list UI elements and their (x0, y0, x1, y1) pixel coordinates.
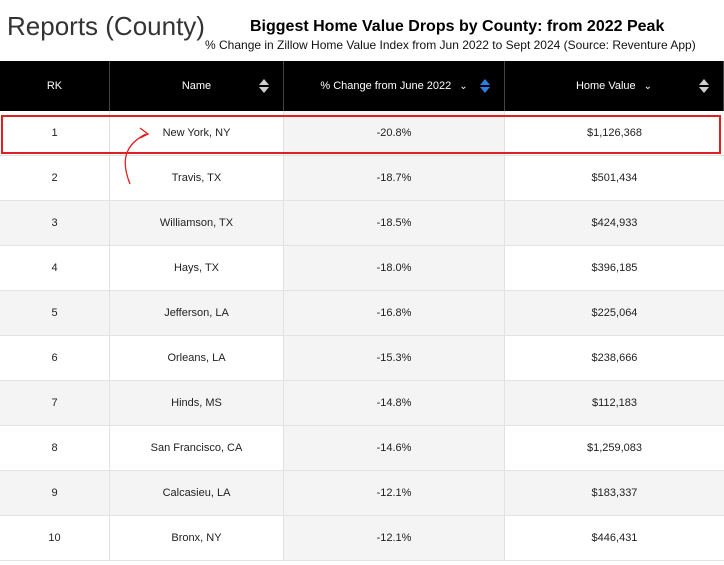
column-header-change[interactable]: % Change from June 2022 ⌄ (284, 61, 505, 111)
page-title: Reports (County) (7, 11, 205, 41)
change-cell: -16.8% (284, 291, 505, 335)
county-table: RK Name % Change from June 2022 ⌄ Home V… (0, 61, 724, 561)
column-header-rank[interactable]: RK (0, 61, 110, 111)
home-value-cell: $225,064 (591, 307, 638, 319)
home-value-cell: $424,933 (591, 217, 638, 229)
rank-cell: 7 (0, 381, 110, 425)
name-cell: Calcasieu, LA (110, 471, 284, 515)
column-header-home-value[interactable]: Home Value ⌄ (505, 61, 724, 111)
hand-drawn-arrow-icon (124, 127, 150, 185)
table-row[interactable]: 4 Hays, TX -18.0% $396,185 (0, 246, 724, 291)
table-row[interactable]: 7 Hinds, MS -14.8% $112,183 (0, 381, 724, 426)
table-row[interactable]: 3 Williamson, TX -18.5% $424,933 (0, 201, 724, 246)
table-row[interactable]: 5 Jefferson, LA -16.8% $225,064 (0, 291, 724, 336)
name-cell: Hinds, MS (110, 381, 284, 425)
column-header-name[interactable]: Name (110, 61, 284, 111)
column-header-label: Home Value (575, 80, 636, 92)
rank-cell: 3 (0, 201, 110, 245)
home-value-cell: $183,337 (591, 487, 638, 499)
chevron-down-icon[interactable]: ⌄ (459, 80, 468, 92)
table-header: RK Name % Change from June 2022 ⌄ Home V… (0, 61, 724, 111)
home-value-cell: $238,666 (591, 352, 638, 364)
change-cell: -12.1% (284, 471, 505, 515)
change-cell: -20.8% (284, 111, 505, 155)
home-value-cell: $501,434 (591, 172, 638, 184)
change-cell: -18.0% (284, 246, 505, 290)
name-cell: Bronx, NY (110, 516, 284, 560)
name-cell: Jefferson, LA (110, 291, 284, 335)
rank-cell: 6 (0, 336, 110, 380)
report-title: Biggest Home Value Drops by County: from… (250, 18, 665, 35)
name-cell: Orleans, LA (110, 336, 284, 380)
sort-icon[interactable] (259, 78, 269, 94)
table-row[interactable]: 10 Bronx, NY -12.1% $446,431 (0, 516, 724, 561)
report-subtitle: % Change in Zillow Home Value Index from… (205, 38, 696, 52)
rank-cell: 1 (0, 111, 110, 155)
table-row[interactable]: 2 Travis, TX -18.7% $501,434 (0, 156, 724, 201)
column-header-label: % Change from June 2022 (320, 80, 452, 92)
change-cell: -15.3% (284, 336, 505, 380)
table-row[interactable]: 9 Calcasieu, LA -12.1% $183,337 (0, 471, 724, 516)
table-row[interactable]: 1 New York, NY -20.8% $1,126,368 (0, 111, 724, 156)
sort-icon-active[interactable] (480, 78, 490, 94)
name-cell: San Francisco, CA (110, 426, 284, 470)
table-row[interactable]: 8 San Francisco, CA -14.6% $1,259,083 (0, 426, 724, 471)
home-value-cell: $396,185 (591, 262, 638, 274)
change-cell: -14.6% (284, 426, 505, 470)
column-header-label: RK (46, 80, 63, 92)
sort-icon[interactable] (699, 78, 709, 94)
name-cell: New York, NY (110, 111, 284, 155)
chevron-down-icon[interactable]: ⌄ (643, 80, 653, 92)
change-cell: -14.8% (284, 381, 505, 425)
name-cell: Williamson, TX (110, 201, 284, 245)
change-cell: -18.5% (284, 201, 505, 245)
home-value-cell: $112,183 (591, 397, 638, 409)
name-cell: Hays, TX (110, 246, 284, 290)
rank-cell: 2 (0, 156, 110, 200)
table-row[interactable]: 6 Orleans, LA -15.3% $238,666 (0, 336, 724, 381)
change-cell: -12.1% (284, 516, 505, 560)
home-value-cell: $1,126,368 (586, 127, 643, 139)
rank-cell: 9 (0, 471, 110, 515)
rank-cell: 10 (0, 516, 110, 560)
home-value-cell: $1,259,083 (586, 442, 643, 454)
rank-cell: 4 (0, 246, 110, 290)
column-header-label: Name (181, 80, 212, 92)
rank-cell: 5 (0, 291, 110, 335)
rank-cell: 8 (0, 426, 110, 470)
name-cell: Travis, TX (110, 156, 284, 200)
home-value-cell: $446,431 (591, 532, 638, 544)
change-cell: -18.7% (284, 156, 505, 200)
